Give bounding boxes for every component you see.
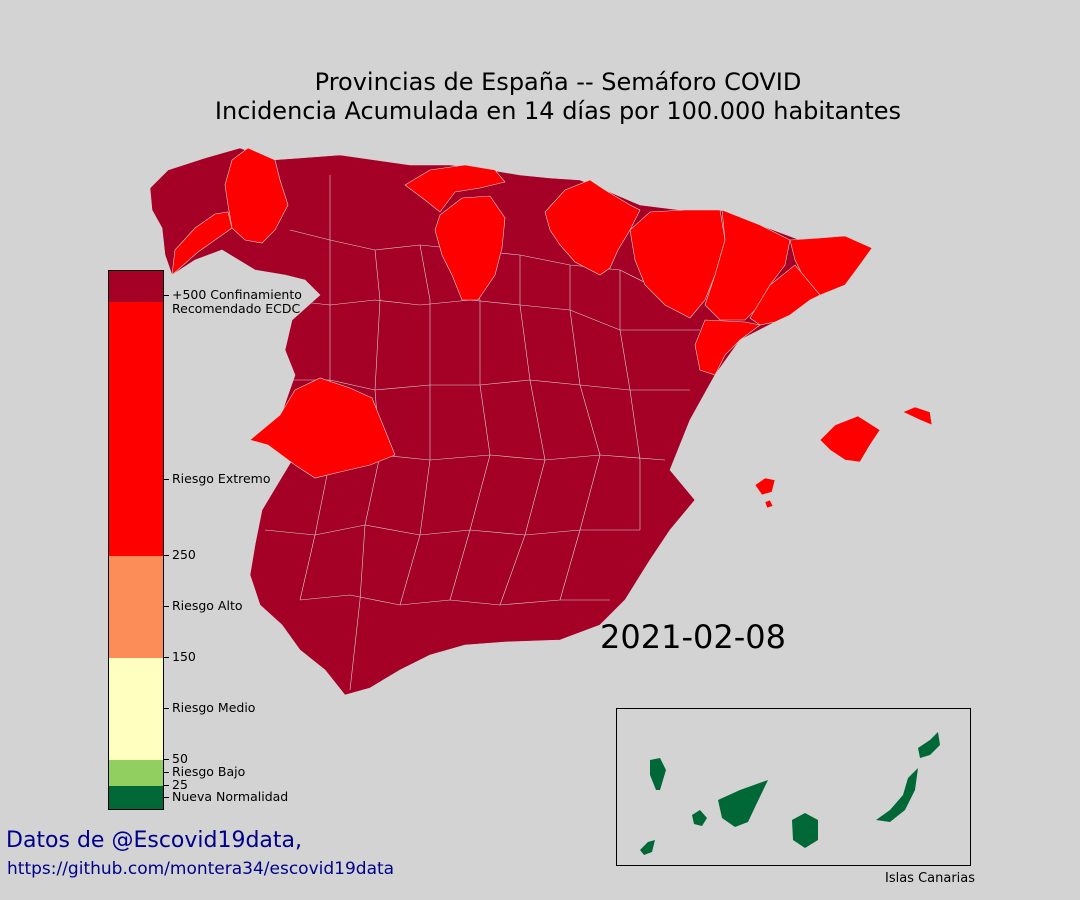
province-caceres (249, 377, 396, 479)
colorbar-segment-normalidad (109, 786, 163, 809)
riesgo-extremo-provinces (171, 147, 933, 509)
colorbar-tick (164, 295, 169, 296)
province-menorca (902, 406, 933, 426)
island-fuerteventura (876, 768, 918, 822)
island-tenerife (718, 780, 768, 827)
legend-value-50: 50 (172, 751, 188, 766)
island-el-hierro (640, 840, 655, 855)
island-lanzarote (918, 732, 940, 758)
canary-islands (640, 732, 940, 855)
island-gran-canaria (792, 813, 818, 848)
legend-value-250: 250 (172, 547, 196, 562)
title-line-2: Incidencia Acumulada en 14 días por 100.… (214, 97, 902, 125)
province-tarragona (694, 319, 761, 376)
canary-islands-inset-frame (616, 708, 971, 866)
colorbar-tick (164, 479, 169, 480)
data-credit: Datos de @Escovid19data, (6, 828, 303, 853)
colorbar-tick (164, 797, 169, 798)
legend-label-bajo: Riesgo Bajo (172, 764, 246, 779)
data-source-url[interactable]: https://github.com/montera34/escovid19da… (7, 859, 395, 879)
map-title: Provincias de España -- Semáforo COVID I… (0, 68, 1080, 126)
colorbar-tick (164, 657, 169, 658)
province-lugo (224, 147, 289, 244)
legend-label-extremo: Riesgo Extremo (172, 471, 271, 486)
province-huesca-lleida (629, 209, 726, 319)
legend-label-medio: Riesgo Medio (172, 700, 256, 715)
colorbar-segment-alto (109, 556, 163, 658)
risk-colorbar (108, 270, 164, 810)
province-girona (789, 235, 873, 296)
island-la-gomera (692, 810, 707, 826)
date-label: 2021-02-08 (600, 618, 786, 656)
province-ibiza (754, 477, 776, 496)
colorbar-tick (164, 785, 169, 786)
colorbar-segment-bajo (109, 760, 163, 786)
province-formentera (764, 499, 774, 509)
legend-label-confinamiento: +500 Confinamiento Recomendado ECDC (172, 287, 302, 316)
province-cantabria-west (404, 164, 506, 213)
province-a-coruna-south (171, 211, 233, 276)
legend-label-normalidad: Nueva Normalidad (172, 789, 289, 804)
province-lleida (704, 209, 791, 321)
legend-label-alto: Riesgo Alto (172, 598, 243, 613)
province-burgos-north (434, 195, 506, 301)
colorbar-tick (164, 759, 169, 760)
canary-islands-label: Islas Canarias (885, 871, 976, 886)
colorbar-tick (164, 555, 169, 556)
province-mallorca (819, 415, 881, 463)
colorbar-tick (164, 606, 169, 607)
colorbar-segment-extremo (109, 302, 163, 556)
legend-value-150: 150 (172, 649, 196, 664)
colorbar-segment-medio (109, 658, 163, 760)
province-barcelona (749, 264, 821, 326)
colorbar-tick (164, 708, 169, 709)
province-navarra (544, 179, 641, 276)
title-line-1: Provincias de España -- Semáforo COVID (314, 68, 802, 96)
legend-value-25: 25 (172, 777, 188, 792)
colorbar-tick (164, 772, 169, 773)
colorbar-segment-confinamiento (109, 271, 163, 302)
island-la-palma (650, 758, 666, 790)
